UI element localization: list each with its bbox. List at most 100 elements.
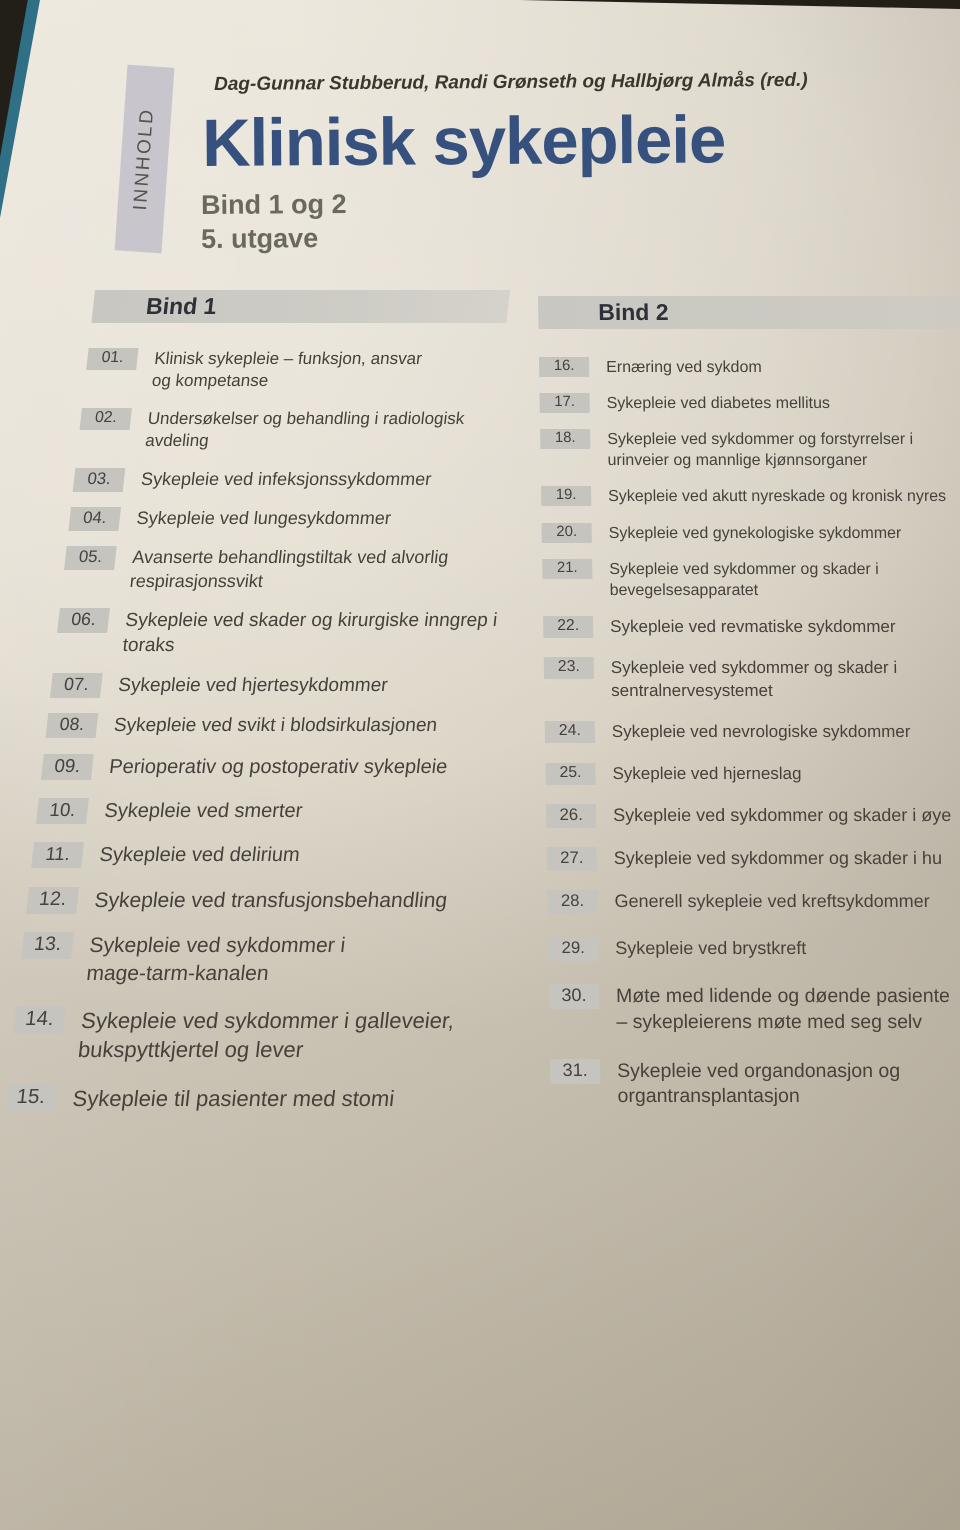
- toc-entry: 18. Sykepleie ved sykdommer og forstyrre…: [540, 429, 960, 471]
- chapter-number-badge: 23.: [543, 657, 595, 680]
- chapter-title: Avanserte behandlingstiltak ved alvorlig…: [128, 546, 450, 591]
- chapter-number-badge: 25.: [545, 762, 596, 785]
- chapter-number-badge: 07.: [49, 673, 103, 699]
- toc-entry: 13. Sykepleie ved sykdommer i mage-tarm-…: [18, 932, 469, 987]
- chapter-number-badge: 09.: [40, 753, 94, 780]
- chapter-title: Generell sykepleie ved kreftsykdommer: [614, 891, 930, 912]
- toc-entry: 29. Sykepleie ved brystkreft: [548, 937, 960, 962]
- toc-entry: 08. Sykepleie ved svikt i blodsirkulasjo…: [45, 713, 493, 739]
- chapter-number-badge: 10.: [36, 797, 89, 824]
- toc-entry: 01. Klinisk sykepleie – funksjon, ansvar…: [84, 348, 534, 393]
- chapter-number-badge: 26.: [545, 804, 597, 829]
- book-title: Klinisk sykepleie: [201, 102, 726, 181]
- chapter-number-badge: 04.: [68, 506, 122, 531]
- chapter-number-badge: 19.: [540, 486, 592, 507]
- toc-entry: 24. Sykepleie ved nevrologiske sykdommer: [544, 721, 960, 744]
- chapter-title: Sykepleie ved smerter: [103, 799, 304, 822]
- bind2-column: Bind 2 16. Ernæring ved sykdom 17. Sykep…: [538, 296, 960, 1133]
- bind1-heading: Bind 1: [144, 293, 218, 319]
- chapter-number-badge: 24.: [544, 721, 596, 744]
- toc-entry: 07. Sykepleie ved hjertesykdommer: [49, 673, 498, 699]
- toc-entry: 31. Sykepleie ved organdonasjon og organ…: [549, 1058, 960, 1110]
- toc-entry: 10. Sykepleie ved smerter: [36, 797, 484, 824]
- chapter-title: Sykepleie ved sykdommer og skader i hu: [613, 848, 943, 869]
- toc-entry: 04. Sykepleie ved lungesykdommer: [68, 506, 516, 531]
- bind1-column: Bind 1 01. Klinisk sykepleie – funksjon,…: [2, 290, 540, 1133]
- chapter-title: Møte med lidende og døende pasiente – sy…: [615, 985, 951, 1033]
- chapter-number-badge: 12.: [26, 886, 80, 914]
- chapter-title: Sykepleie ved skader og kirurgiske inngr…: [121, 610, 499, 657]
- chapter-title: Sykepleie ved svikt i blodsirkulasjonen: [112, 715, 439, 737]
- chapter-number-badge: 13.: [21, 932, 75, 960]
- chapter-number-badge: 28.: [547, 890, 598, 915]
- toc-entry: 09. Perioperativ og postoperativ sykeple…: [40, 753, 489, 780]
- chapter-number-badge: 08.: [45, 713, 99, 739]
- authors-line: Dag-Gunnar Stubberud, Randi Grønseth og …: [214, 69, 808, 95]
- bind1-heading-band: Bind 1: [91, 290, 511, 323]
- chapter-title: Sykepleie ved diabetes mellitus: [606, 395, 831, 413]
- chapter-number-badge: 05.: [64, 545, 117, 570]
- toc-entry: 28. Generell sykepleie ved kreftsykdomme…: [547, 890, 960, 915]
- toc-entry: 06. Sykepleie ved skader og kirurgiske i…: [54, 608, 505, 658]
- chapter-title: Sykepleie ved sykdommer og forstyrrelser…: [607, 431, 914, 470]
- chapter-number-badge: 21.: [542, 558, 593, 579]
- toc-entry: 11. Sykepleie ved delirium: [31, 842, 479, 869]
- toc-entry: 19. Sykepleie ved akutt nyreskade og kro…: [540, 486, 960, 507]
- toc-entry: 30. Møte med lidende og døende pasiente …: [548, 984, 960, 1035]
- toc-entry: 25. Sykepleie ved hjerneslag: [545, 762, 960, 785]
- chapter-title: Sykepleie ved akutt nyreskade og kronisk…: [608, 488, 947, 506]
- book-subtitle: Bind 1 og 2: [201, 188, 347, 220]
- toc-entry: 03. Sykepleie ved infeksjonssykdommer: [72, 467, 521, 492]
- chapter-title: Ernæring ved sykdom: [605, 359, 762, 376]
- toc-entry: 12. Sykepleie ved transfusjonsbehandling: [26, 886, 474, 915]
- chapter-number-badge: 02.: [79, 407, 132, 430]
- bind1-chapter-list: 01. Klinisk sykepleie – funksjon, ansvar…: [4, 348, 533, 1113]
- innhold-tab: INNHOLD: [114, 64, 175, 254]
- bind2-chapter-list: 16. Ernæring ved sykdom 17. Sykepleie ve…: [538, 357, 960, 1110]
- chapter-number-badge: 27.: [546, 847, 598, 872]
- chapter-title: Sykepleie ved sykdommer og skader i sent…: [610, 658, 898, 700]
- chapter-title: Sykepleie ved nevrologiske sykdommer: [611, 722, 911, 742]
- toc-entry: 05. Avanserte behandlingstiltak ved alvo…: [62, 545, 512, 594]
- chapter-number-badge: 29.: [548, 937, 599, 962]
- chapter-title: Sykepleie ved organdonasjon og organtran…: [616, 1059, 901, 1108]
- chapter-title: Sykepleie ved sykdommer og skader i øye: [612, 805, 952, 826]
- chapter-title: Klinisk sykepleie – funksjon, ansvar og …: [150, 349, 423, 391]
- book-edition: 5. utgave: [201, 223, 319, 254]
- chapter-title: Sykepleie ved revmatiske sykdommer: [610, 616, 896, 636]
- chapter-title: Perioperativ og postoperativ sykepleie: [108, 755, 449, 778]
- toc-entry: 02. Undersøkelser og behandling i radiol…: [77, 407, 527, 453]
- toc-entry: 15. Sykepleie til pasienter med stomi: [4, 1083, 452, 1113]
- toc-entry: 21. Sykepleie ved sykdommer og skader i …: [542, 558, 960, 601]
- chapter-title: Sykepleie ved delirium: [98, 844, 301, 867]
- chapter-title: Undersøkelser og behandling i radiologis…: [144, 408, 466, 451]
- chapter-number-badge: 16.: [538, 357, 590, 377]
- chapter-number-badge: 14.: [12, 1005, 66, 1034]
- toc-entry: 14. Sykepleie ved sykdommer i galleveier…: [10, 1005, 461, 1064]
- chapter-number-badge: 18.: [540, 429, 591, 450]
- chapter-number-badge: 03.: [72, 467, 126, 492]
- chapter-number-badge: 22.: [543, 615, 594, 638]
- chapter-number-badge: 17.: [539, 393, 590, 414]
- toc-entry: 20. Sykepleie ved gynekologiske sykdomme…: [541, 522, 960, 544]
- chapter-number-badge: 01.: [86, 348, 139, 370]
- chapter-title: Sykepleie ved gynekologiske sykdommer: [608, 524, 902, 542]
- chapter-title: Sykepleie ved sykdommer i mage-tarm-kana…: [85, 934, 347, 986]
- toc-entry: 23. Sykepleie ved sykdommer og skader i …: [543, 657, 960, 702]
- chapter-title: Sykepleie ved lungesykdommer: [135, 507, 393, 528]
- chapter-number-badge: 20.: [541, 522, 592, 543]
- chapter-number-badge: 30.: [548, 984, 600, 1010]
- chapter-title: Sykepleie ved brystkreft: [615, 938, 807, 959]
- chapter-number-badge: 11.: [31, 842, 85, 869]
- chapter-title: Sykepleie ved transfusjonsbehandling: [93, 888, 449, 912]
- bind2-heading-band: Bind 2: [538, 296, 960, 329]
- innhold-tab-label: INNHOLD: [129, 106, 159, 212]
- chapter-title: Sykepleie ved sykdommer og skader i beve…: [609, 560, 879, 599]
- chapter-title: Sykepleie ved hjertesykdommer: [117, 675, 389, 697]
- toc-entry: 26. Sykepleie ved sykdommer og skader i …: [545, 804, 960, 829]
- toc-entry: 17. Sykepleie ved diabetes mellitus: [539, 393, 960, 414]
- toc-entry: 22. Sykepleie ved revmatiske sykdommer: [543, 615, 960, 638]
- chapter-number-badge: 31.: [549, 1058, 601, 1084]
- chapter-title: Sykepleie ved sykdommer i galleveier, bu…: [76, 1007, 456, 1062]
